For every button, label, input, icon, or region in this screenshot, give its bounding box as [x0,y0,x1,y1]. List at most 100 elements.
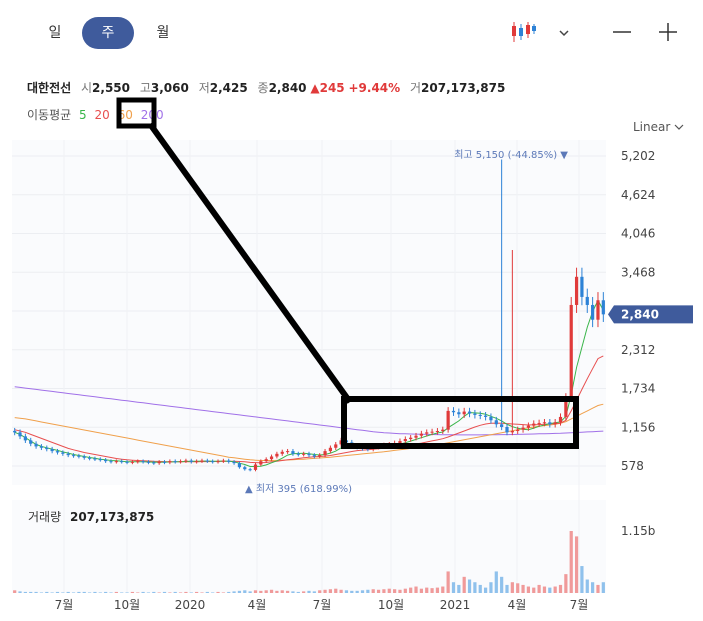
candle [125,461,129,463]
period-tab-month[interactable]: 월 [156,25,170,41]
candle [29,440,33,444]
volume-bar [457,584,461,593]
volume-label-top: 거 [410,81,422,95]
volume-bar [382,589,386,593]
candle [516,429,520,432]
chevron-down-icon[interactable] [558,23,570,42]
volume-bar [516,583,520,593]
volume-bar [344,590,349,593]
volume-bar [425,587,429,593]
volume-bar [13,590,17,593]
volume-bar [558,584,563,593]
candle [39,446,44,448]
candle [542,422,547,424]
volume-bar [371,589,375,593]
x-tick-label: 7월 [570,598,589,612]
candlestick-icon[interactable] [511,20,537,48]
candle [548,422,552,425]
candle [302,453,306,455]
volume-bar [339,589,343,593]
volume-bar [141,591,145,593]
zoom-out-icon[interactable] [612,22,632,46]
volume-bar [596,584,600,593]
candle [328,447,333,452]
volume-bar [285,590,290,593]
volume-bar [157,592,161,593]
volume-tick-label: 1.15b [621,524,655,538]
candle [243,467,247,470]
x-tick-label: 10월 [114,598,140,612]
x-tick-label: 7월 [313,598,332,612]
candle [280,451,284,454]
volume-bar [296,591,300,593]
scale-label: Linear [633,120,671,134]
volume-bar [548,587,552,593]
candle [82,456,86,458]
y-tick-label: 578 [621,459,644,473]
volume-bar [130,591,135,593]
period-tab-week[interactable]: 주 [82,17,134,49]
y-tick-label: 4,046 [621,227,655,241]
highlight-box-small [116,97,157,129]
volume-bar [61,592,65,593]
volume-area [12,500,606,593]
volume-bar [253,590,258,593]
volume-bar [195,591,199,593]
candle [93,458,97,460]
candle [596,300,600,320]
candle [211,461,215,463]
x-tick-label: 2021 [440,598,471,612]
volume-value: 207,173,875 [70,510,154,524]
candle [173,461,177,463]
volume-bar [387,588,391,593]
candle [494,420,498,425]
candle [505,426,509,433]
candle [478,414,482,416]
scale-selector[interactable]: Linear [633,120,684,134]
candle [489,416,493,421]
x-tick-label: 2020 [175,598,206,612]
candle [34,443,38,447]
candle [307,453,311,456]
volume-bar [500,576,504,593]
highlight-box-large [341,396,579,449]
volume-bar [435,587,440,593]
y-tick-label: 2,312 [621,343,655,357]
volume-bar [521,584,525,593]
volume-bar [553,586,557,593]
volume-bar [211,592,215,593]
candle [18,432,22,437]
candle [318,455,322,457]
candle [473,413,477,415]
ma-5[interactable]: 5 [79,108,87,122]
candle [157,461,161,464]
candle [435,431,440,433]
candle [146,461,151,463]
volume-value-top: 207,173,875 [421,81,506,95]
candle [259,461,263,465]
period-tab-day[interactable]: 일 [48,25,62,41]
volume-bar [23,591,27,593]
candle [66,453,70,456]
candle [232,461,236,464]
volume-bar [414,586,418,593]
volume-bar [259,590,263,593]
volume-bar [601,582,605,593]
volume-bar [360,590,365,593]
close-label: 종 [257,81,269,95]
candle [184,460,188,462]
candle [591,304,595,320]
volume-bar [473,582,477,593]
chevron-down-icon [674,124,684,130]
volume-bar [430,588,434,593]
ma-20[interactable]: 20 [94,108,110,122]
volume-bar [39,592,44,593]
current-price-label: 2,840 [621,307,659,321]
volume-bar [334,588,338,593]
candle [451,410,456,413]
zoom-in-icon[interactable] [658,22,678,46]
candle [441,429,445,432]
candle [500,424,504,427]
volume-bar [478,584,482,593]
